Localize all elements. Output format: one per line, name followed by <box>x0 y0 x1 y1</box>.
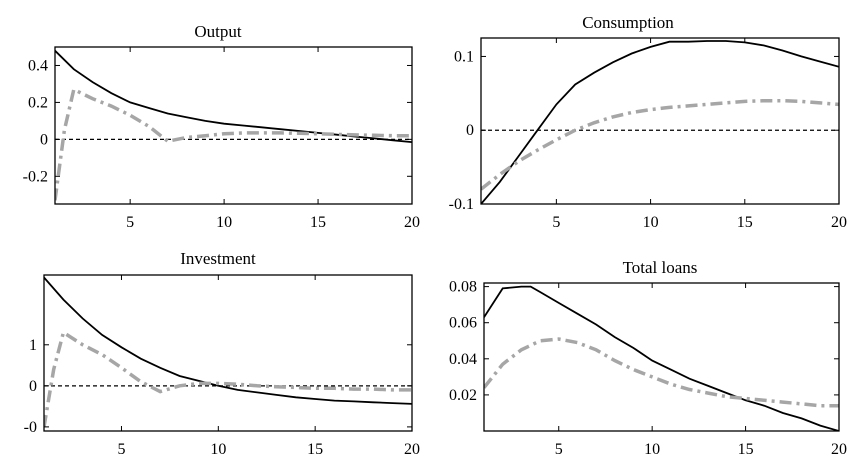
panel-output: Output 5 10 15 20 -0.2 0 0.2 0.4 <box>23 22 420 231</box>
y-tick-label: 0.2 <box>28 94 48 111</box>
axes-frame <box>54 46 413 205</box>
x-tick-label: 10 <box>644 441 660 458</box>
series-line-dashdot <box>55 86 412 201</box>
panel-title: Total loans <box>623 258 698 277</box>
y-tick-label: 0 <box>466 122 474 139</box>
x-tick-label: 20 <box>404 441 420 458</box>
panel-title: Output <box>194 22 242 41</box>
x-tick-label: 20 <box>404 214 420 231</box>
y-tick-label: -0.2 <box>23 168 48 185</box>
x-tick-label: 20 <box>831 441 847 458</box>
x-tick-label: 20 <box>831 214 847 231</box>
y-tick-label: -0 <box>24 419 37 436</box>
x-tick-label: 5 <box>555 441 563 458</box>
x-tick-label: 15 <box>737 214 753 231</box>
series-line-dashdot <box>484 337 839 408</box>
panel-title: Consumption <box>582 13 674 32</box>
x-tick-label: 15 <box>307 441 323 458</box>
x-tick-label: 15 <box>310 214 326 231</box>
y-tick-label: 0.08 <box>449 279 477 296</box>
x-tick-label: 5 <box>552 214 560 231</box>
series-line-solid <box>481 40 839 204</box>
series-line-dashdot <box>481 98 839 191</box>
y-tick-label: 0.02 <box>449 387 477 404</box>
y-tick-label: 0.06 <box>449 315 477 332</box>
x-tick-label: 10 <box>216 214 232 231</box>
y-tick-label: 0 <box>40 131 48 148</box>
axes-frame <box>483 282 840 432</box>
x-tick-label: 10 <box>210 441 226 458</box>
y-tick-label: 0 <box>29 378 37 395</box>
panel-consumption: Consumption 5 10 15 20 -0.1 0 0.1 <box>449 13 847 231</box>
x-tick-label: 10 <box>643 214 659 231</box>
axes-frame <box>480 37 840 205</box>
y-tick-label: 1 <box>29 337 37 354</box>
y-tick-label: 0.1 <box>454 48 474 65</box>
series-line-solid <box>55 50 412 143</box>
y-tick-label: -0.1 <box>449 196 474 213</box>
x-tick-label: 15 <box>738 441 754 458</box>
series-line-dashdot <box>44 329 412 428</box>
series-line-solid <box>484 285 839 431</box>
y-tick-label: 0.04 <box>449 351 477 368</box>
axes-frame <box>43 274 413 432</box>
x-tick-label: 5 <box>117 441 125 458</box>
panel-title: Investment <box>180 249 256 268</box>
panel-total-loans: Total loans 5 10 15 20 0.02 0.04 0.06 0.08 <box>449 258 847 458</box>
panel-investment: Investment 5 10 15 20 -0 0 1 <box>24 249 420 458</box>
series-line-solid <box>44 276 412 405</box>
x-tick-label: 5 <box>126 214 134 231</box>
y-tick-label: 0.4 <box>28 57 48 74</box>
